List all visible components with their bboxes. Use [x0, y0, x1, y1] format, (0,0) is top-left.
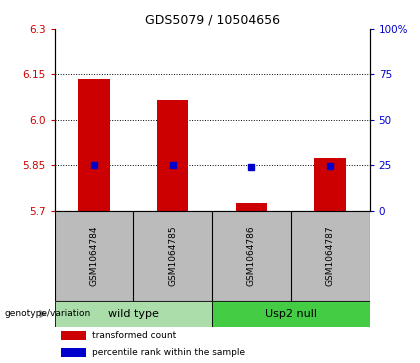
Text: GSM1064785: GSM1064785	[168, 225, 177, 286]
Text: genotype/variation: genotype/variation	[4, 310, 90, 318]
Bar	[212, 211, 291, 301]
Bar	[61, 348, 86, 357]
Bar	[61, 331, 86, 340]
Polygon shape	[39, 310, 47, 318]
Text: GSM1064786: GSM1064786	[247, 225, 256, 286]
Text: percentile rank within the sample: percentile rank within the sample	[92, 348, 246, 357]
Bar	[315, 158, 346, 211]
Bar	[291, 211, 370, 301]
Bar	[55, 301, 212, 327]
Bar	[55, 211, 134, 301]
Text: GSM1064787: GSM1064787	[326, 225, 335, 286]
Bar	[236, 203, 267, 211]
Title: GDS5079 / 10504656: GDS5079 / 10504656	[144, 13, 280, 26]
Bar	[78, 79, 110, 211]
Text: transformed count: transformed count	[92, 331, 177, 340]
Text: Usp2 null: Usp2 null	[265, 309, 317, 319]
Text: wild type: wild type	[108, 309, 159, 319]
Bar	[157, 100, 189, 211]
Bar	[212, 301, 370, 327]
Text: GSM1064784: GSM1064784	[89, 226, 98, 286]
Bar	[134, 211, 212, 301]
